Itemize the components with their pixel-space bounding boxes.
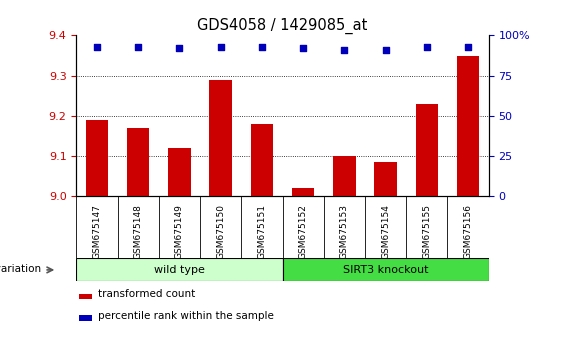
Bar xyxy=(333,156,356,196)
Point xyxy=(216,44,225,50)
Bar xyxy=(292,188,315,196)
Title: GDS4058 / 1429085_at: GDS4058 / 1429085_at xyxy=(197,18,368,34)
Bar xyxy=(457,56,480,196)
Text: percentile rank within the sample: percentile rank within the sample xyxy=(98,311,274,321)
Text: GSM675149: GSM675149 xyxy=(175,204,184,259)
Point xyxy=(423,44,432,50)
Bar xyxy=(85,120,108,196)
Text: genotype/variation: genotype/variation xyxy=(0,264,42,274)
Bar xyxy=(168,148,191,196)
Point xyxy=(299,45,308,51)
Text: GSM675148: GSM675148 xyxy=(134,204,142,259)
Bar xyxy=(415,104,438,196)
FancyBboxPatch shape xyxy=(282,258,489,281)
Point xyxy=(93,44,102,50)
Text: wild type: wild type xyxy=(154,265,205,275)
FancyBboxPatch shape xyxy=(76,258,282,281)
Point xyxy=(464,44,473,50)
Bar xyxy=(79,294,92,299)
Bar xyxy=(209,80,232,196)
Text: SIRT3 knockout: SIRT3 knockout xyxy=(343,265,428,275)
Text: GSM675154: GSM675154 xyxy=(381,204,390,259)
Point xyxy=(175,45,184,51)
Text: GSM675156: GSM675156 xyxy=(464,204,472,259)
Text: GSM675152: GSM675152 xyxy=(299,204,307,259)
Bar xyxy=(374,162,397,196)
Bar xyxy=(127,128,150,196)
Text: GSM675155: GSM675155 xyxy=(423,204,431,259)
Point xyxy=(134,44,142,50)
Bar xyxy=(79,315,92,321)
Text: GSM675147: GSM675147 xyxy=(93,204,101,259)
Point xyxy=(258,44,267,50)
Bar xyxy=(250,124,273,196)
Point xyxy=(381,47,390,53)
Text: GSM675150: GSM675150 xyxy=(216,204,225,259)
Text: transformed count: transformed count xyxy=(98,289,195,299)
Text: GSM675151: GSM675151 xyxy=(258,204,266,259)
Point xyxy=(340,47,349,53)
Text: GSM675153: GSM675153 xyxy=(340,204,349,259)
